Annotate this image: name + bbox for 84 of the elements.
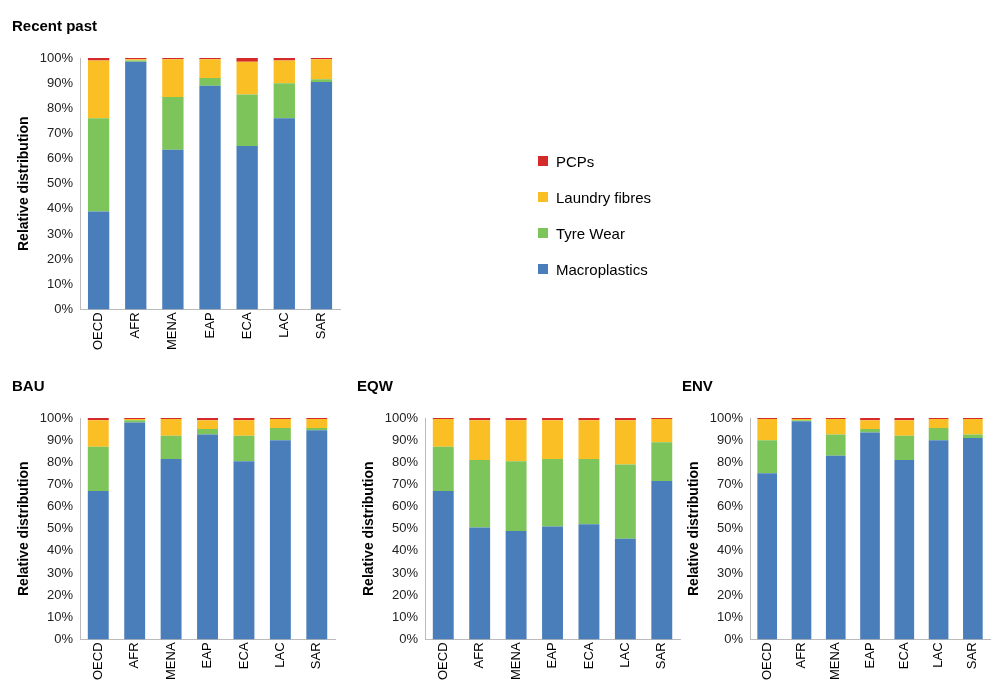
x-tick-label: MENA: [164, 312, 180, 350]
y-tick-label: 70%: [717, 476, 744, 492]
x-tick-label: AFR: [471, 642, 487, 669]
x-tick-label: SAR: [308, 642, 324, 670]
x-tick-label: SAR: [313, 312, 329, 340]
y-tick-label: 90%: [47, 74, 74, 90]
y-tick-label: 50%: [392, 520, 419, 536]
y-tick-label: 100%: [39, 409, 74, 425]
legend-label: Macroplastics: [556, 260, 648, 278]
y-tick-label: 60%: [47, 150, 74, 166]
chart-title: ENV: [682, 377, 713, 395]
y-tick-label: 90%: [392, 431, 419, 447]
x-tick-label: ECA: [580, 642, 596, 670]
x-tick-label: LAC: [930, 642, 946, 668]
chart-title: Recent past: [12, 17, 98, 35]
x-tick-label: OECD: [434, 642, 450, 680]
y-tick-label: 30%: [392, 564, 419, 580]
x-tick-label: MENA: [162, 642, 178, 680]
y-tick-label: 40%: [392, 542, 419, 558]
x-tick-label: SAR: [653, 642, 669, 670]
y-tick-label: 20%: [717, 586, 744, 602]
y-tick-label: 10%: [717, 608, 744, 624]
y-tick-label: 20%: [47, 250, 74, 266]
x-tick-label: OECD: [89, 642, 105, 680]
y-tick-label: 30%: [717, 564, 744, 580]
y-tick-label: 10%: [47, 275, 74, 291]
y-tick-label: 50%: [47, 520, 74, 536]
x-tick-label: EAP: [544, 642, 560, 669]
y-tick-label: 0%: [54, 301, 74, 317]
y-tick-label: 40%: [717, 542, 744, 558]
x-tick-label: EAP: [861, 642, 877, 669]
y-tick-label: 70%: [392, 476, 419, 492]
x-tick-label: EAP: [201, 312, 217, 339]
y-tick-label: 0%: [399, 631, 419, 647]
y-axis-title: Relative distribution: [15, 461, 32, 597]
y-tick-label: 40%: [47, 542, 74, 558]
y-tick-label: 80%: [47, 453, 74, 469]
y-tick-label: 70%: [47, 476, 74, 492]
x-tick-label: SAR: [964, 642, 980, 670]
y-tick-label: 70%: [47, 125, 74, 141]
legend-label: Tyre Wear: [556, 224, 625, 242]
y-axis-title: Relative distribution: [360, 461, 377, 597]
y-tick-label: 60%: [47, 498, 74, 514]
x-tick-label: ECA: [235, 642, 251, 670]
y-tick-label: 40%: [47, 200, 74, 216]
y-tick-label: 80%: [717, 453, 744, 469]
y-tick-label: 10%: [392, 608, 419, 624]
legend-label: Laundry fibres: [556, 188, 652, 206]
y-tick-label: 0%: [54, 631, 74, 647]
y-tick-label: 100%: [384, 409, 419, 425]
y-tick-label: 60%: [392, 498, 419, 514]
x-tick-label: MENA: [507, 642, 523, 680]
y-axis-title: Relative distribution: [685, 461, 702, 597]
y-tick-label: 50%: [47, 175, 74, 191]
x-tick-label: ECA: [238, 312, 254, 340]
y-tick-label: 50%: [717, 520, 744, 536]
legend-label: PCPs: [556, 152, 595, 170]
chart-title: BAU: [12, 377, 45, 395]
chart-title: EQW: [357, 377, 394, 395]
y-tick-label: 20%: [392, 586, 419, 602]
y-tick-label: 60%: [717, 498, 744, 514]
x-tick-label: AFR: [793, 642, 809, 669]
x-tick-label: LAC: [616, 642, 632, 668]
y-tick-label: 0%: [724, 631, 744, 647]
y-axis-title: Relative distribution: [15, 116, 32, 252]
x-tick-label: MENA: [827, 642, 843, 680]
x-tick-label: AFR: [126, 642, 142, 669]
x-tick-label: AFR: [127, 312, 143, 339]
y-tick-label: 90%: [717, 431, 744, 447]
y-tick-label: 20%: [47, 586, 74, 602]
x-tick-label: ECA: [895, 642, 911, 670]
x-tick-label: OECD: [758, 642, 774, 680]
y-tick-label: 80%: [47, 99, 74, 115]
x-tick-label: OECD: [90, 312, 106, 350]
y-tick-label: 100%: [709, 409, 744, 425]
y-tick-label: 10%: [47, 608, 74, 624]
y-tick-label: 100%: [39, 49, 74, 65]
x-tick-label: EAP: [199, 642, 215, 669]
y-tick-label: 80%: [392, 453, 419, 469]
y-tick-label: 30%: [47, 564, 74, 580]
x-tick-label: LAC: [275, 312, 291, 338]
y-tick-label: 30%: [47, 225, 74, 241]
y-tick-label: 90%: [47, 431, 74, 447]
x-tick-label: LAC: [271, 642, 287, 668]
